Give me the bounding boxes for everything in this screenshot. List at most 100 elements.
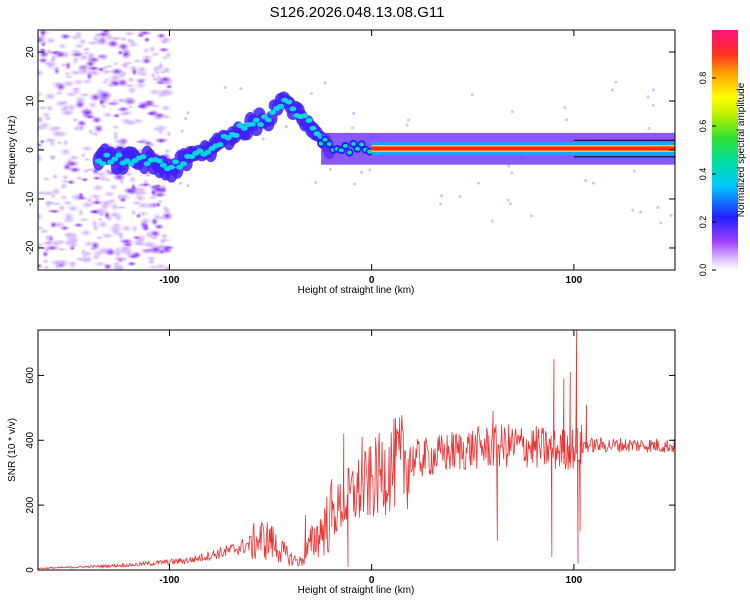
noise-blob [132,235,141,240]
noise-blob [42,264,51,270]
ridge-core [159,162,167,168]
x-tick-label: 100 [566,575,583,586]
noise-dot [563,105,567,109]
noise-blob [153,223,165,231]
noise-blob [152,212,163,222]
ridge-core [265,117,273,123]
noise-blob [90,209,100,215]
ridge-core [172,159,180,165]
noise-blob [101,111,114,119]
noise-blob [152,112,167,119]
noise-blob [156,199,164,204]
noise-blob [112,173,127,182]
noise-blob [112,113,121,119]
noise-blob [66,179,76,186]
noise-blob [127,104,134,110]
noise-dot [508,202,512,206]
noise-blob [38,105,49,111]
noise-blob [38,68,45,78]
noise-blob [50,128,64,139]
noise-blob [159,104,173,112]
noise-blob [54,247,69,252]
noise-blob [64,160,80,168]
ridge-core [103,152,111,158]
ridge-core [99,161,107,167]
noise-blob [65,204,80,213]
noise-dot [510,171,514,175]
noise-blob [133,193,147,203]
ridge-core [224,135,232,141]
band-red [371,146,675,151]
noise-blob [105,197,118,205]
noise-blob [57,42,68,50]
noise-blob [104,83,118,88]
noise-blob [69,48,83,55]
noise-blob [117,111,131,116]
snr-y-label: SNR (10 * v/v) [7,418,18,482]
noise-blob [158,39,170,45]
noise-blob [99,53,109,62]
noise-blob [157,47,170,53]
noise-blob [118,244,133,253]
noise-dot [439,202,443,206]
noise-dot [470,93,474,97]
ridge-core [240,125,248,131]
ridge-core [180,161,188,167]
noise-blob [62,231,77,240]
ridge-core [301,113,309,119]
y-tick-label: 600 [25,367,36,384]
ridge-core [289,106,297,112]
noise-blob [79,228,93,238]
noise-dot [186,184,190,188]
noise-blob [68,154,80,162]
noise-blob [78,92,92,98]
noise-blob [152,69,163,76]
noise-blob [137,137,150,143]
ridge-core [269,109,277,115]
noise-blob [160,55,170,61]
ridge-core [277,103,285,109]
noise-blob [90,131,101,137]
spectrogram-heatmap [38,30,675,270]
y-tick-label: 200 [25,496,36,513]
noise-blob [46,138,58,143]
noise-dot [352,182,356,186]
noise-dot [352,111,356,115]
noise-blob [38,115,45,125]
noise-blob [38,91,44,98]
noise-blob [165,129,172,138]
figure-title: S126.2026.048.13.08.G11 [270,4,445,21]
noise-blob [153,137,170,144]
noise-blob [74,99,86,110]
y-tick-label: 0 [25,567,36,573]
noise-blob [62,211,75,222]
noise-blob [134,65,150,74]
noise-blob [71,117,80,123]
noise-blob [158,238,167,245]
noise-dot [591,181,595,185]
ridge-core [167,164,175,170]
noise-blob [113,205,129,210]
noise-dot [440,194,444,198]
noise-blob [91,35,101,42]
ridge-core [305,118,313,124]
noise-dot [407,118,411,122]
ridge-core [176,164,184,170]
noise-dot [360,170,364,174]
noise-blob [73,175,85,181]
noise-dot [651,103,655,107]
noise-dot [506,198,510,202]
noise-blob [91,183,106,192]
noise-blob [147,232,155,240]
ridge-core [143,161,151,167]
noise-dot [184,117,188,121]
snr-frame [37,329,676,571]
colorbar-tick-label: 0.2 [698,216,708,229]
y-tick-label: -10 [25,191,36,206]
noise-dot [223,86,227,90]
noise-dot [507,164,511,168]
noise-blob [128,175,137,184]
spectrogram-x-label: Height of straight line (km) [298,285,415,296]
noise-blob [97,90,113,100]
